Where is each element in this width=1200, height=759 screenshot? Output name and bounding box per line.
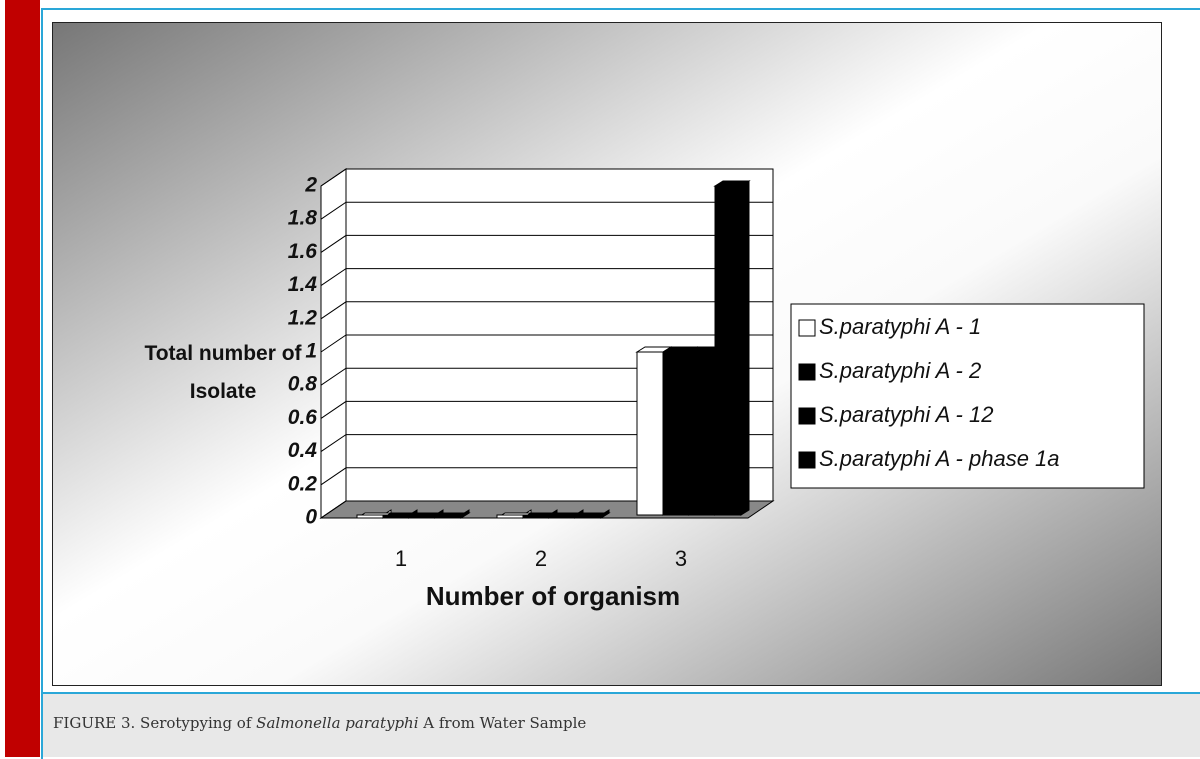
legend-swatch [798,319,816,337]
legend-swatch [798,363,816,381]
legend-box [790,303,1145,489]
bar [382,514,410,519]
x-tick-label: 1 [395,546,407,571]
y-tick-label: 0.8 [288,373,318,396]
grid-line [320,434,773,453]
bar-group [713,180,751,516]
legend-label: S.paratyphi A - 12 [819,402,993,427]
bar-group [433,509,471,519]
x-tick-label: 2 [535,546,547,571]
bar-group [573,509,611,519]
x-tick-label: 3 [675,546,687,571]
bar [356,514,384,519]
grid-line [320,201,773,220]
grid-line [320,268,773,287]
y-tick-label: 2 [304,174,317,197]
y-tick-label: 0.6 [288,406,318,429]
caption-species: Salmonella paratyphi [256,714,419,732]
side-bar [5,0,40,757]
grid-line [320,234,773,253]
grid-line [320,467,773,486]
chart: Number of organism 0 0.2 0.4 0.6 0.8 1 1.2 1.4 1… [53,23,1161,685]
caption-text: A from Water Sample [418,714,587,732]
y-tick-label: 0.2 [288,472,318,495]
bar [574,514,602,519]
legend-label: S.paratyphi A - 2 [819,358,981,383]
legend-swatch [798,451,816,469]
grid-line [320,367,773,386]
bar [548,514,576,519]
caption-text: FIGURE 3. Serotypying of [53,714,257,732]
grid-line [320,400,773,419]
bar-side [740,180,750,516]
grid-line [320,168,773,187]
bar [636,351,664,516]
chart-area: Number of organism 0 0.2 0.4 0.6 0.8 1 1.2 1.4 1… [52,22,1162,686]
x-axis-label: Number of organism [426,581,680,611]
legend-swatch [798,407,816,425]
y-tick-label: 0.4 [288,439,318,462]
grid-line [320,301,773,320]
bar [662,351,690,516]
y-tick-label: 1.6 [288,240,318,263]
bar [522,514,550,519]
bar [496,514,524,519]
y-axis-label: Total number of Isolate [144,342,302,403]
bar [714,185,742,516]
y-tick-label: 1.8 [288,207,318,230]
bar [688,351,716,516]
legend-label: S.paratyphi A - phase 1a [819,446,1060,471]
legend-label: S.paratyphi A - 1 [819,314,981,339]
bar [408,514,436,519]
bar [434,514,462,519]
y-tick-label: 1.4 [288,273,318,296]
y-tick-label: 1.2 [288,306,318,329]
grid-line [320,334,773,353]
y-tick-label: 0 [305,506,317,529]
caption: FIGURE 3. Serotypying of Salmonella para… [43,692,1200,757]
y-tick-label: 1 [305,340,317,363]
grid-line [320,500,773,519]
